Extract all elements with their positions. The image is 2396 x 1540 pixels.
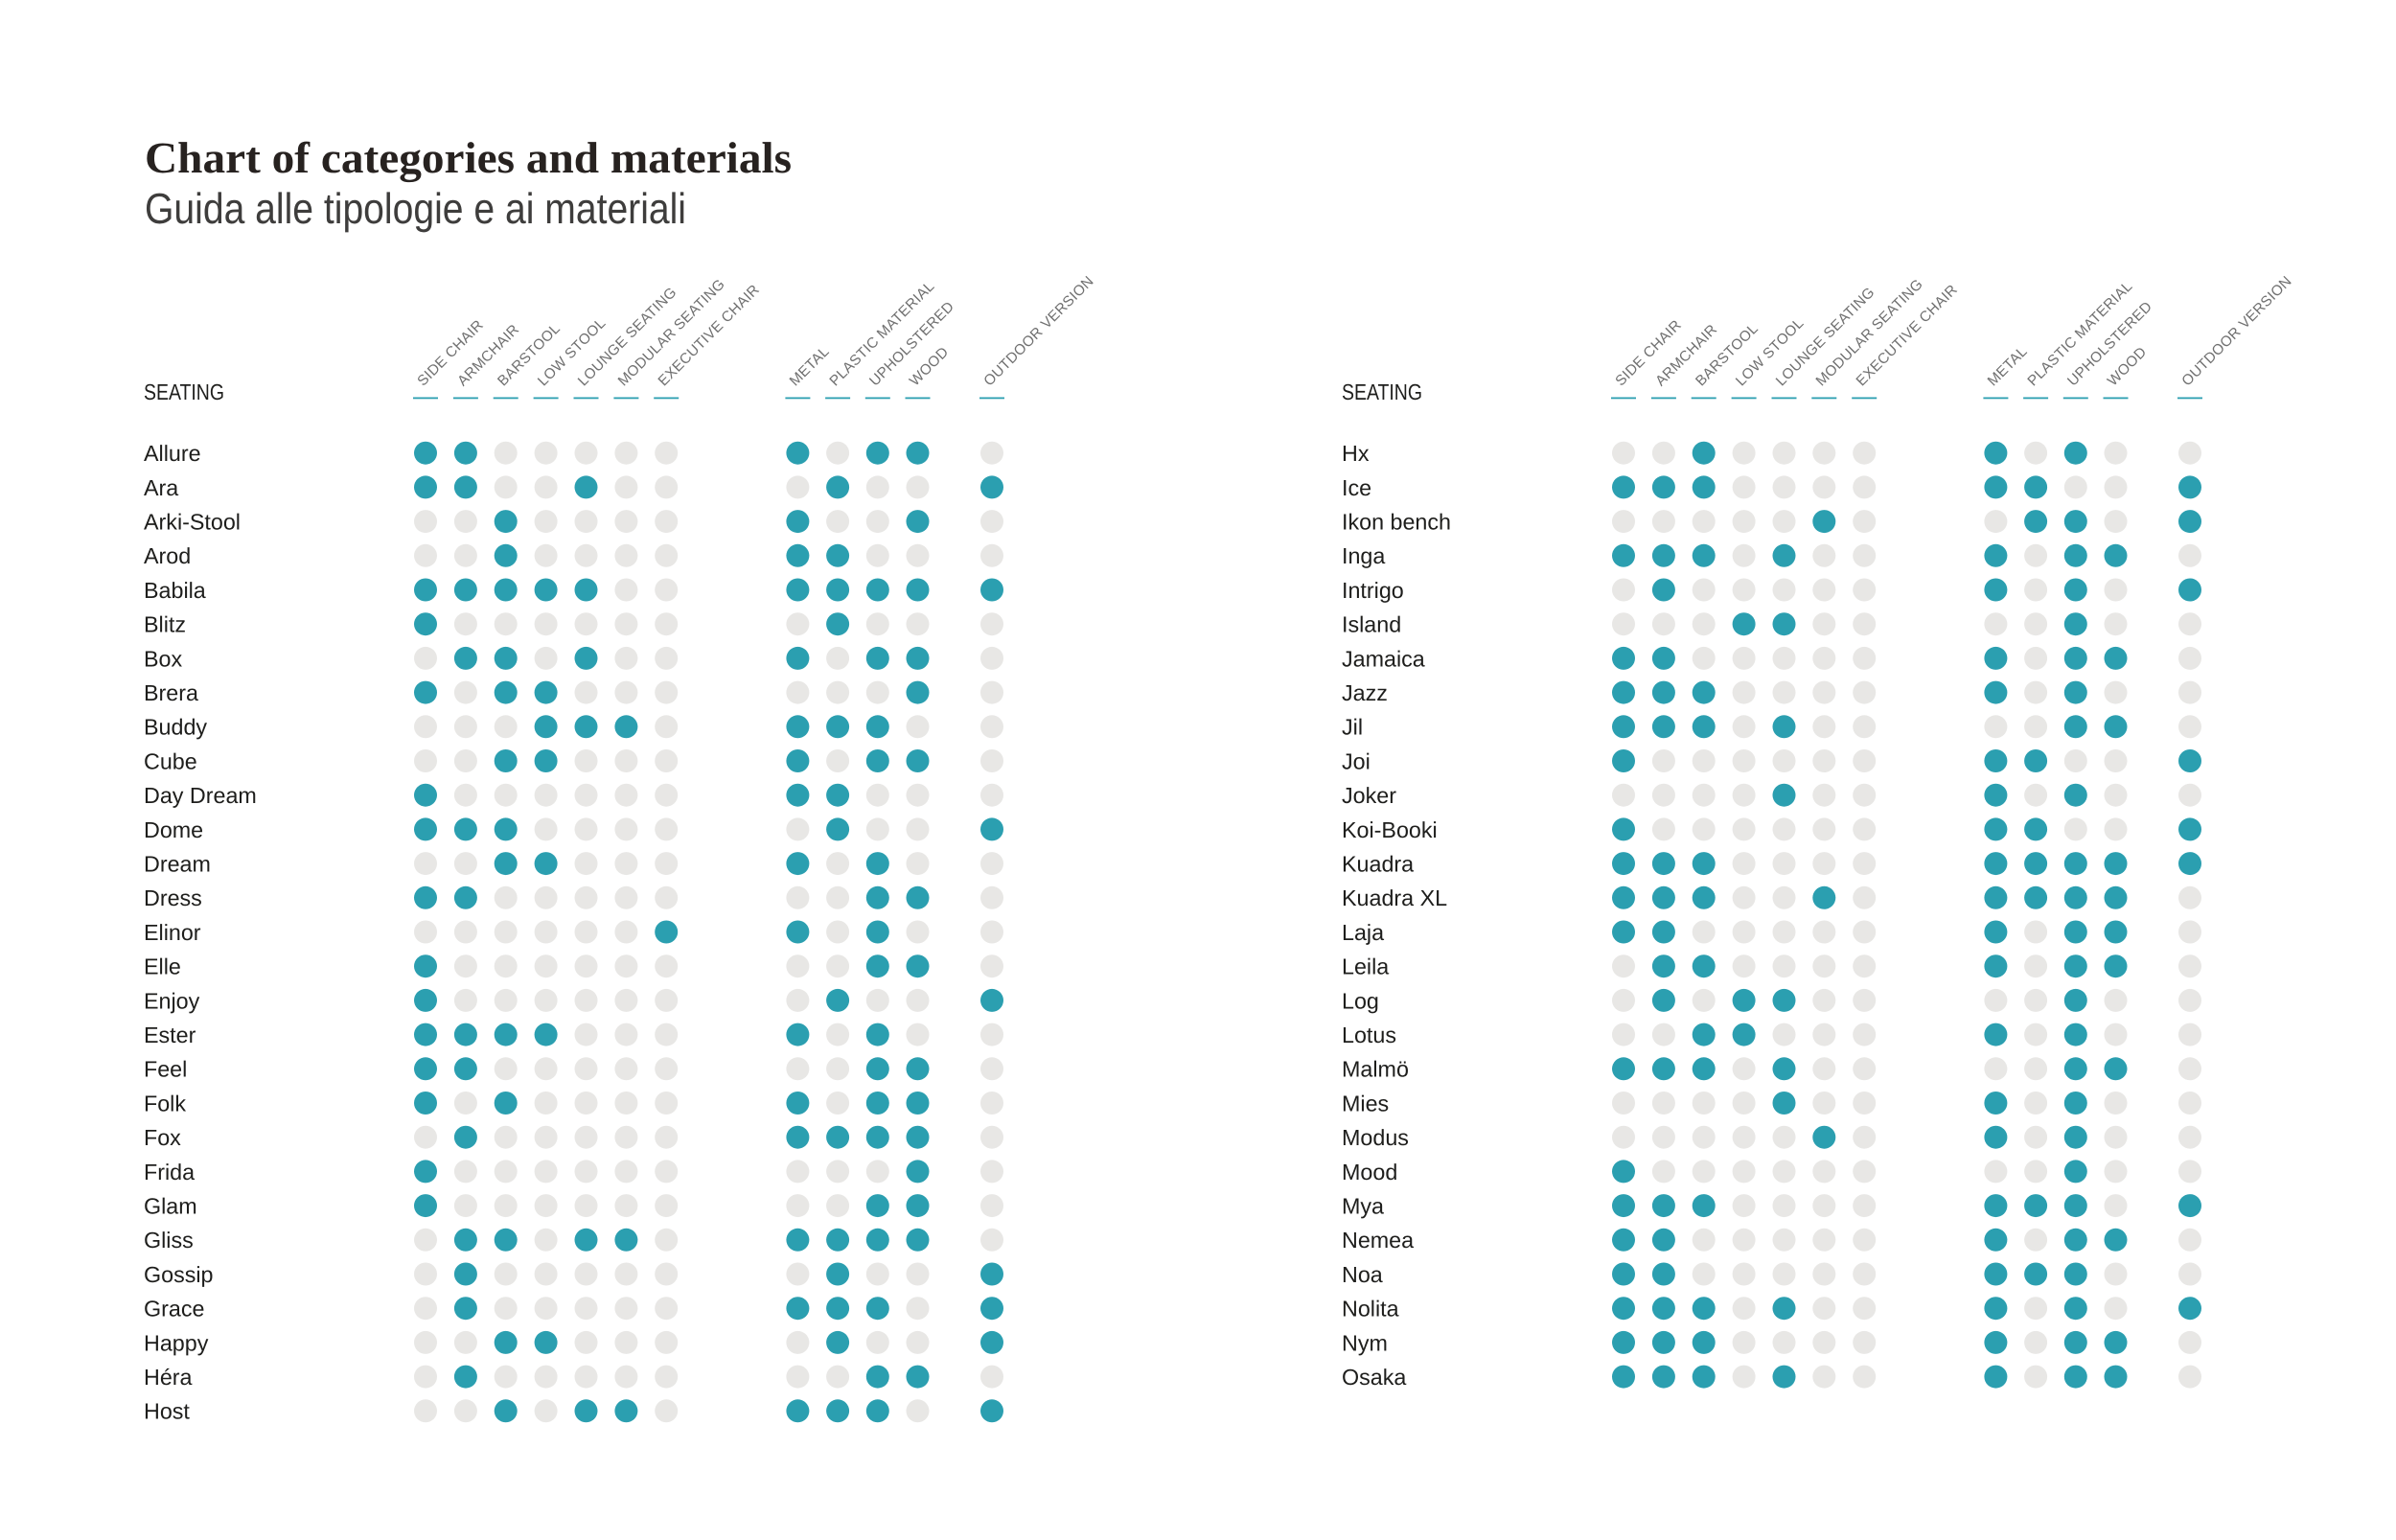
- svg-text:Laja: Laja: [1342, 920, 1384, 945]
- svg-text:Host: Host: [144, 1399, 190, 1424]
- svg-text:Brera: Brera: [144, 680, 198, 705]
- svg-text:Elinor: Elinor: [144, 920, 201, 945]
- svg-text:Leila: Leila: [1342, 954, 1389, 979]
- svg-text:Malmö: Malmö: [1342, 1057, 1409, 1082]
- svg-text:Gliss: Gliss: [144, 1228, 194, 1253]
- svg-text:Ikon bench: Ikon bench: [1342, 510, 1451, 535]
- svg-text:Nym: Nym: [1342, 1330, 1388, 1355]
- svg-text:Mies: Mies: [1342, 1091, 1389, 1115]
- svg-text:Elle: Elle: [144, 954, 181, 979]
- svg-text:Allure: Allure: [144, 441, 201, 466]
- svg-text:SEATING: SEATING: [1342, 379, 1422, 404]
- svg-text:Dress: Dress: [144, 885, 202, 910]
- svg-text:Buddy: Buddy: [144, 715, 207, 740]
- svg-text:Joi: Joi: [1342, 748, 1371, 773]
- svg-text:Joker: Joker: [1342, 783, 1396, 808]
- svg-text:Folk: Folk: [144, 1091, 186, 1115]
- svg-text:Grace: Grace: [144, 1297, 204, 1322]
- svg-text:Dome: Dome: [144, 817, 203, 842]
- svg-text:Enjoy: Enjoy: [144, 988, 200, 1013]
- svg-text:Babila: Babila: [144, 578, 206, 603]
- svg-text:Koi-Booki: Koi-Booki: [1342, 817, 1438, 842]
- svg-text:Mood: Mood: [1342, 1160, 1397, 1184]
- svg-text:Glam: Glam: [144, 1194, 197, 1219]
- svg-text:Lotus: Lotus: [1342, 1023, 1396, 1047]
- svg-text:Ester: Ester: [144, 1023, 196, 1047]
- svg-text:Jazz: Jazz: [1342, 680, 1388, 705]
- svg-text:Log: Log: [1342, 988, 1379, 1013]
- svg-text:Happy: Happy: [144, 1330, 209, 1355]
- svg-text:Nemea: Nemea: [1342, 1228, 1414, 1253]
- svg-text:Blitz: Blitz: [144, 612, 186, 637]
- svg-text:Ara: Ara: [144, 475, 178, 500]
- svg-text:Kuadra XL: Kuadra XL: [1342, 885, 1447, 910]
- svg-text:Osaka: Osaka: [1342, 1365, 1406, 1390]
- svg-text:Chart of categories and materi: Chart of categories and materials: [145, 133, 792, 183]
- svg-text:Hx: Hx: [1342, 441, 1370, 466]
- svg-text:Héra: Héra: [144, 1365, 193, 1390]
- svg-text:Kuadra: Kuadra: [1342, 852, 1414, 877]
- svg-text:Frida: Frida: [144, 1160, 195, 1184]
- svg-text:Modus: Modus: [1342, 1125, 1409, 1150]
- svg-text:Jil: Jil: [1342, 715, 1363, 740]
- svg-text:Arki-Stool: Arki-Stool: [144, 510, 241, 535]
- svg-text:Jamaica: Jamaica: [1342, 646, 1425, 671]
- svg-text:Box: Box: [144, 646, 182, 671]
- svg-text:Island: Island: [1342, 612, 1401, 637]
- svg-text:Noa: Noa: [1342, 1262, 1383, 1287]
- svg-text:SEATING: SEATING: [144, 379, 224, 404]
- svg-text:Fox: Fox: [144, 1125, 181, 1150]
- svg-text:Nolita: Nolita: [1342, 1297, 1399, 1322]
- svg-text:Inga: Inga: [1342, 543, 1385, 568]
- svg-text:Dream: Dream: [144, 852, 211, 877]
- svg-text:Mya: Mya: [1342, 1194, 1384, 1219]
- svg-text:Cube: Cube: [144, 748, 197, 773]
- svg-text:Intrigo: Intrigo: [1342, 578, 1404, 603]
- svg-text:Feel: Feel: [144, 1057, 187, 1082]
- svg-text:Gossip: Gossip: [144, 1262, 214, 1287]
- svg-text:Ice: Ice: [1342, 475, 1371, 500]
- svg-text:Day Dream: Day Dream: [144, 783, 257, 808]
- svg-text:Guida alle tipologie e ai mate: Guida alle tipologie e ai materiali: [145, 184, 686, 233]
- svg-text:Arod: Arod: [144, 543, 191, 568]
